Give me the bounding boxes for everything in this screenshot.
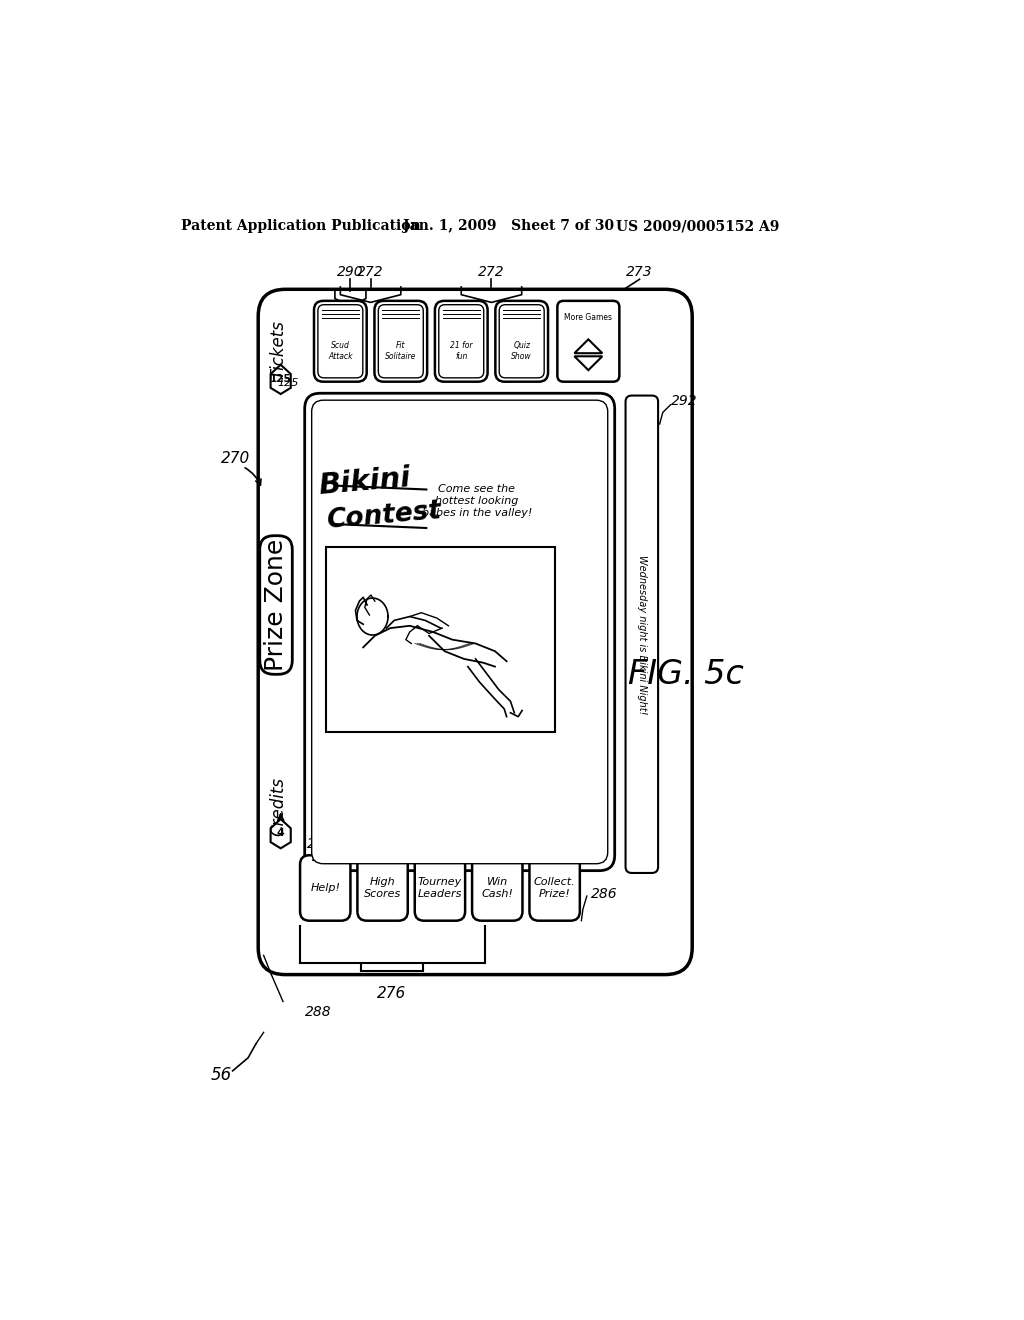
Text: 278: 278 — [307, 837, 334, 851]
Text: High
Scores: High Scores — [364, 878, 401, 899]
Text: Patent Application Publication: Patent Application Publication — [180, 219, 420, 234]
FancyBboxPatch shape — [557, 301, 620, 381]
FancyBboxPatch shape — [314, 301, 367, 381]
Text: 284: 284 — [487, 821, 514, 834]
FancyBboxPatch shape — [378, 305, 423, 378]
FancyBboxPatch shape — [529, 855, 580, 921]
FancyBboxPatch shape — [435, 301, 487, 381]
Text: Collect.
Prize!: Collect. Prize! — [534, 878, 575, 899]
Text: Credits: Credits — [269, 777, 288, 837]
Text: Prize Zone: Prize Zone — [264, 539, 288, 671]
FancyBboxPatch shape — [496, 301, 548, 381]
Text: 282: 282 — [430, 821, 457, 834]
FancyBboxPatch shape — [438, 305, 483, 378]
FancyBboxPatch shape — [626, 396, 658, 873]
Text: 270: 270 — [221, 451, 250, 466]
FancyBboxPatch shape — [415, 855, 465, 921]
Text: 21 for
fun: 21 for fun — [450, 341, 472, 360]
Text: 280: 280 — [373, 821, 399, 834]
FancyBboxPatch shape — [305, 393, 614, 871]
Text: 292: 292 — [671, 393, 697, 408]
Text: More Games: More Games — [564, 313, 612, 322]
Text: Wednesday night is Bikini Night!: Wednesday night is Bikini Night! — [637, 554, 647, 714]
Text: 273: 273 — [627, 265, 653, 280]
FancyBboxPatch shape — [357, 855, 408, 921]
Text: Win
Cash!: Win Cash! — [481, 878, 513, 899]
Text: Fit
Solitaire: Fit Solitaire — [385, 341, 417, 360]
Text: 272: 272 — [478, 265, 505, 280]
Bar — [327, 548, 555, 733]
FancyBboxPatch shape — [258, 289, 692, 974]
FancyBboxPatch shape — [260, 536, 292, 675]
FancyBboxPatch shape — [300, 855, 350, 921]
Text: Help!: Help! — [310, 883, 340, 892]
Text: 125: 125 — [276, 379, 298, 388]
FancyBboxPatch shape — [472, 855, 522, 921]
Text: 286: 286 — [591, 887, 617, 900]
Text: 276: 276 — [377, 986, 407, 1001]
Text: Jan. 1, 2009   Sheet 7 of 30: Jan. 1, 2009 Sheet 7 of 30 — [403, 219, 614, 234]
FancyBboxPatch shape — [375, 301, 427, 381]
Text: 56: 56 — [210, 1065, 231, 1084]
FancyBboxPatch shape — [311, 400, 607, 863]
Text: Tickets: Tickets — [269, 319, 288, 379]
Text: Contest: Contest — [326, 499, 442, 535]
Text: Come see the
hottest looking
babes in the valley!: Come see the hottest looking babes in th… — [422, 484, 531, 517]
Text: 125: 125 — [269, 374, 292, 384]
Text: US 2009/0005152 A9: US 2009/0005152 A9 — [616, 219, 779, 234]
Text: 288: 288 — [305, 1006, 332, 1019]
Text: Tourney
Leaders: Tourney Leaders — [418, 878, 462, 899]
Text: 272: 272 — [357, 265, 384, 280]
FancyBboxPatch shape — [317, 305, 362, 378]
Text: 290: 290 — [337, 265, 364, 280]
Text: Quiz
Show: Quiz Show — [511, 341, 532, 360]
Text: 4: 4 — [276, 828, 285, 838]
Text: Bikini: Bikini — [317, 463, 412, 500]
Text: FIG. 5c: FIG. 5c — [628, 657, 744, 690]
Text: Scud
Attack: Scud Attack — [328, 341, 352, 360]
FancyBboxPatch shape — [500, 305, 544, 378]
